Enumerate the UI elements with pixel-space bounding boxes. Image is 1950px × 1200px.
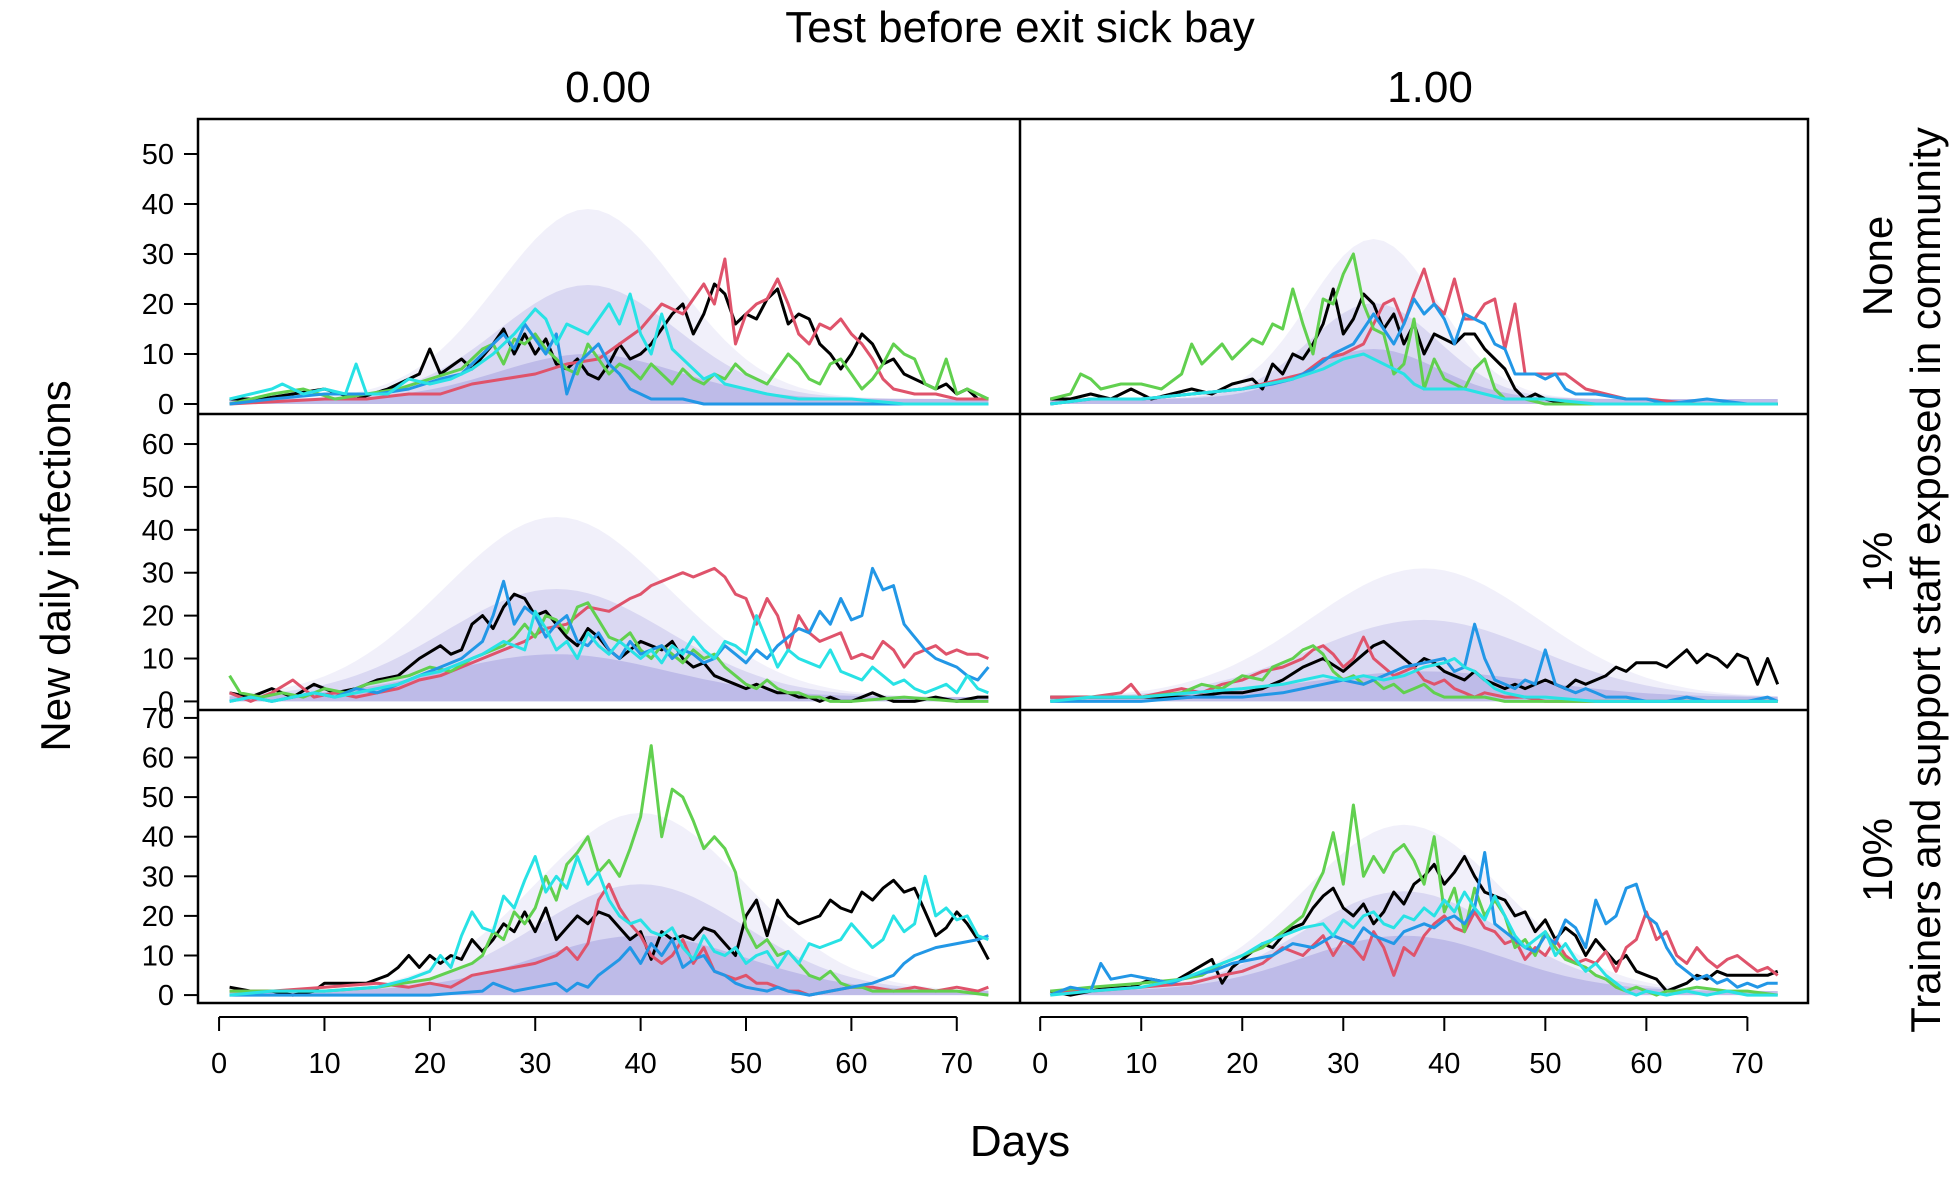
y-tick-label: 20	[142, 901, 174, 933]
simulation-band-core	[1050, 935, 1778, 996]
simulation-band-outer	[1050, 824, 1778, 996]
x-tick-label: 50	[730, 1048, 762, 1080]
simulation-band-inner	[229, 285, 989, 404]
series-line-cyan	[229, 855, 989, 997]
x-tick-label: 0	[211, 1048, 227, 1080]
series-line-green	[1050, 803, 1778, 997]
x-tick-label: 50	[1529, 1048, 1561, 1080]
y-tick-label: 0	[158, 980, 174, 1012]
series-line-red	[1050, 910, 1779, 993]
series-line-green	[229, 332, 990, 406]
simulation-band-core	[229, 654, 989, 702]
x-tick-label: 40	[1428, 1048, 1460, 1080]
x-tick-label: 10	[308, 1048, 340, 1080]
panel-5	[1049, 803, 1779, 997]
x-tick-label: 20	[414, 1048, 446, 1080]
y-tick-label: 60	[142, 743, 174, 775]
y-tick-label: 0	[158, 686, 174, 718]
y-axis-label: New daily infections	[32, 380, 79, 751]
series-line-cyan	[229, 292, 989, 406]
panel-1	[1049, 239, 1778, 406]
series-line-green	[1050, 644, 1778, 703]
column-label-1: 1.00	[1387, 63, 1473, 112]
x-tick-label: 70	[941, 1048, 973, 1080]
series-line-green	[228, 601, 989, 703]
panels-group	[228, 209, 1780, 997]
y-tick-label: 40	[142, 515, 174, 547]
series-line-cyan	[1050, 890, 1778, 997]
simulation-band-inner	[1050, 303, 1778, 404]
y-tick-label: 60	[142, 429, 174, 461]
x-tick-label: 60	[1630, 1048, 1662, 1080]
y-tick-label: 70	[142, 703, 174, 735]
row-label-2: 10%	[1854, 818, 1901, 902]
simulation-band-outer	[229, 517, 989, 702]
y-tick-label: 50	[142, 139, 174, 171]
column-label-0: 0.00	[565, 63, 651, 112]
series-line-cyan	[1050, 657, 1778, 703]
y-tick-label: 50	[142, 472, 174, 504]
y-tick-label: 10	[142, 339, 174, 371]
x-tick-label: 0	[1032, 1048, 1048, 1080]
series-line-blue	[229, 322, 989, 406]
panel-0	[229, 209, 990, 406]
simulation-band-outer	[1050, 568, 1778, 702]
simulation-band-inner	[229, 589, 989, 702]
series-line-blue	[229, 566, 990, 703]
series-line-green	[229, 744, 989, 997]
y-tick-label: 30	[142, 861, 174, 893]
simulation-band-core	[229, 935, 989, 996]
y-tick-label: 0	[158, 389, 174, 421]
x-tick-label: 30	[1327, 1048, 1359, 1080]
y-tick-label: 10	[142, 940, 174, 972]
series-line-cyan	[1050, 352, 1778, 406]
simulation-band-core	[1050, 349, 1778, 404]
y-tick-label: 50	[142, 782, 174, 814]
x-tick-label: 20	[1226, 1048, 1258, 1080]
series-line-black	[1050, 287, 1778, 406]
y-tick-label: 20	[142, 289, 174, 321]
outer-frame	[196, 117, 1810, 1005]
simulation-band-outer	[229, 812, 989, 996]
simulation-band-core	[229, 354, 989, 404]
panel-4	[229, 744, 990, 997]
x-axis-label: Days	[970, 1117, 1070, 1166]
series-line-blue	[1049, 851, 1778, 997]
series-line-red	[229, 257, 989, 406]
row-label-0: None	[1854, 216, 1901, 316]
axes-group: 0102030405001020304050600102030405060700…	[142, 139, 1764, 1080]
series-line-red	[1050, 267, 1778, 406]
panel-frame	[196, 117, 1810, 1005]
y-tick-label: 10	[142, 644, 174, 676]
y-tick-label: 30	[142, 239, 174, 271]
series-line-cyan	[229, 609, 989, 703]
y-tick-label: 20	[142, 601, 174, 633]
x-tick-label: 70	[1731, 1048, 1763, 1080]
series-line-red	[229, 566, 989, 703]
y-tick-label: 40	[142, 189, 174, 221]
panel-3	[1050, 568, 1780, 703]
y-tick-label: 30	[142, 558, 174, 590]
row-group-label: Trainers and support staff exposed in co…	[1902, 127, 1949, 1033]
y-tick-label: 40	[142, 822, 174, 854]
panel-2	[228, 517, 990, 703]
row-label-1: 1%	[1854, 532, 1901, 593]
x-tick-label: 60	[835, 1048, 867, 1080]
chart-title: Test before exit sick bay	[785, 3, 1255, 52]
series-line-blue	[229, 934, 989, 997]
simulation-band-inner	[229, 884, 989, 996]
x-tick-label: 30	[519, 1048, 551, 1080]
x-tick-label: 10	[1125, 1048, 1157, 1080]
series-line-green	[1049, 252, 1778, 406]
x-tick-label: 40	[624, 1048, 656, 1080]
